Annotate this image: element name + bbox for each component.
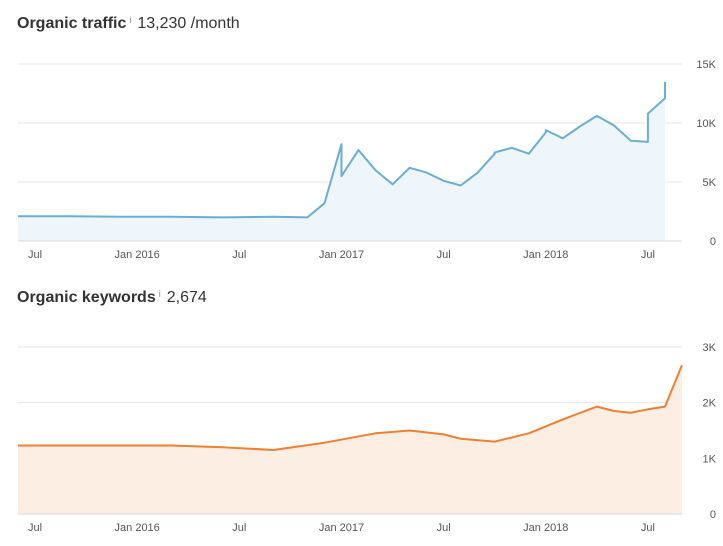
info-icon[interactable]: i xyxy=(129,15,132,25)
organic-keywords-header: Organic keywords i 2,674 xyxy=(17,289,207,307)
traffic-x-tick-label: Jan 2016 xyxy=(115,249,160,261)
keywords-y-tick-label: 0 xyxy=(710,509,716,521)
traffic-y-tick-label: 5K xyxy=(703,177,717,189)
organic-traffic-value: 13,230 /month xyxy=(137,15,240,32)
organic-keywords-chart: 0 1K 2K 3K Jul Jan 2016 Jul Jan 2017 Jul Jan 2018… xyxy=(17,342,717,534)
traffic-x-tick-label: Jan 2018 xyxy=(523,249,568,261)
traffic-x-tick-label: Jul xyxy=(232,249,246,261)
organic-traffic-header: Organic traffic i 13,230 /month xyxy=(17,15,240,33)
keywords-x-tick-label: Jan 2016 xyxy=(115,522,160,534)
organic-keywords-title: Organic keywords xyxy=(17,289,156,306)
keywords-y-tick-label: 3K xyxy=(703,342,717,354)
info-icon[interactable]: i xyxy=(158,289,161,299)
traffic-x-tick-label: Jan 2017 xyxy=(319,249,364,261)
keywords-area xyxy=(18,365,682,514)
keywords-y-tick-label: 2K xyxy=(703,398,717,410)
keywords-x-tick-label: Jul xyxy=(437,522,451,534)
keywords-x-tick-label: Jul xyxy=(232,522,246,534)
organic-traffic-panel: Organic traffic i 13,230 /month 0 5K 10K 15K J… xyxy=(0,0,723,272)
keywords-x-tick-label: Jan 2017 xyxy=(319,522,364,534)
traffic-y-tick-label: 15K xyxy=(696,59,716,71)
keywords-x-tick-label: Jan 2018 xyxy=(523,522,568,534)
traffic-x-tick-label: Jul xyxy=(641,249,655,261)
keywords-x-tick-label: Jul xyxy=(641,522,655,534)
organic-traffic-title: Organic traffic xyxy=(17,15,127,32)
organic-keywords-panel: Organic keywords i 2,674 0 1K 2K 3K Jul Jan 201… xyxy=(0,272,723,546)
organic-keywords-value: 2,674 xyxy=(166,289,207,306)
organic-traffic-chart: 0 5K 10K 15K Jul Jan 2016 Jul Jan 2017 Jul Jan 20… xyxy=(17,59,717,261)
traffic-y-tick-label: 10K xyxy=(696,118,716,130)
traffic-x-tick-label: Jul xyxy=(437,249,451,261)
keywords-y-tick-label: 1K xyxy=(703,453,717,465)
keywords-x-tick-label: Jul xyxy=(28,522,42,534)
traffic-y-tick-label: 0 xyxy=(710,236,716,248)
traffic-x-tick-label: Jul xyxy=(28,249,42,261)
keywords-line xyxy=(18,364,683,451)
